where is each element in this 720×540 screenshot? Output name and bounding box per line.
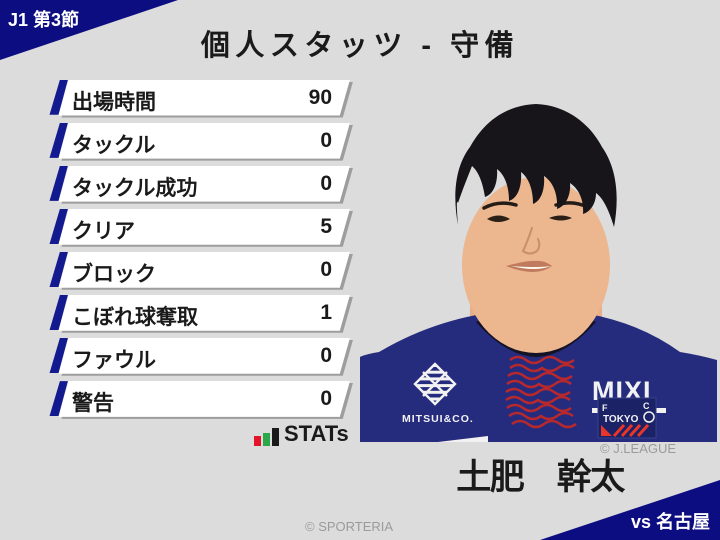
- svg-text:MITSUI&CO.: MITSUI&CO.: [402, 413, 474, 425]
- svg-text:F: F: [602, 403, 608, 413]
- svg-text:TOKYO: TOKYO: [603, 414, 639, 425]
- svg-text:C: C: [643, 401, 650, 411]
